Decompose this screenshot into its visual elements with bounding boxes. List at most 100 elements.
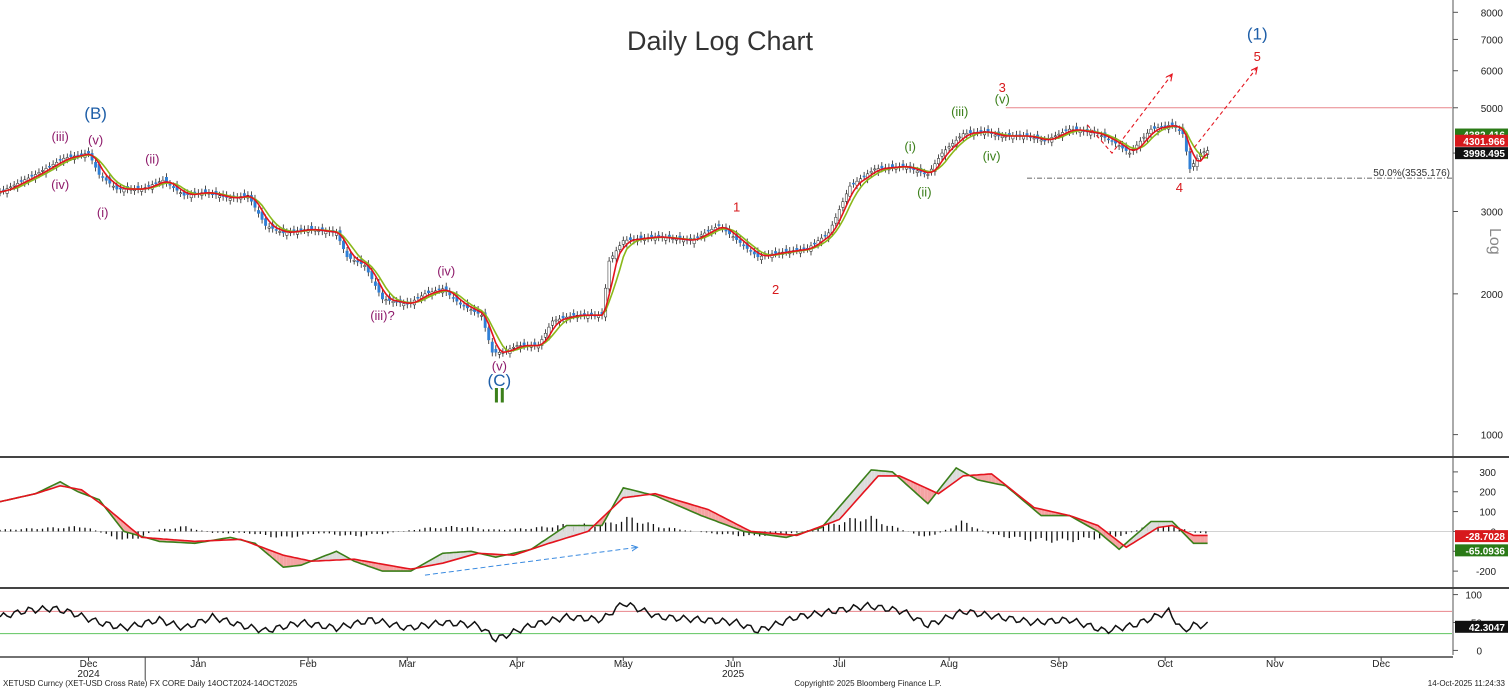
fib-label: 50.0%(3535.176): [1373, 168, 1450, 179]
candle-body: [1107, 138, 1110, 141]
candle-body: [759, 255, 763, 260]
macd-fill: [1119, 541, 1123, 550]
candle-body: [901, 163, 905, 167]
candle-body: [749, 250, 753, 252]
macd-fill: [460, 551, 464, 559]
candle-body: [391, 300, 395, 304]
macd-fill: [279, 553, 284, 568]
macd-fill: [580, 525, 585, 534]
candle-body: [462, 304, 466, 307]
macd-fill: [988, 473, 992, 483]
macd-fill: [704, 508, 709, 519]
month-label: Mar: [399, 659, 417, 670]
candle-body: [101, 176, 105, 178]
candle-body: [841, 201, 845, 208]
month-label: Sep: [1050, 659, 1068, 670]
macd-fill: [556, 530, 560, 542]
month-label: Feb: [299, 659, 317, 670]
macd-fill: [563, 525, 567, 540]
macd-fill: [332, 551, 337, 561]
wave-label: (v): [492, 359, 507, 374]
candle-body: [157, 181, 161, 183]
wave-label: (1): [1247, 24, 1268, 43]
candle-body: [802, 247, 806, 250]
candle-body: [1142, 136, 1146, 139]
candle-body: [373, 281, 377, 286]
candle-body: [1128, 152, 1132, 155]
macd-fill: [286, 555, 291, 567]
wave-label: 2: [772, 282, 779, 297]
macd-fill: [623, 487, 627, 498]
macd-fill: [378, 563, 383, 572]
candle-body: [299, 228, 303, 231]
macd-badge: [1455, 544, 1508, 557]
macd-fill: [382, 564, 387, 572]
macd-fill: [980, 474, 985, 482]
candle-body: [692, 238, 696, 244]
candle-body: [58, 159, 62, 161]
candle-body: [490, 341, 494, 353]
macd-fill: [559, 527, 564, 541]
candle-body: [922, 172, 926, 175]
macd-fill: [1041, 509, 1045, 516]
wave-label: 1: [733, 199, 740, 214]
macd-trend-arrow: [424, 547, 637, 576]
candle-body: [363, 265, 367, 267]
candle-body: [699, 234, 703, 237]
candle-body: [218, 195, 222, 198]
macd-fill: [566, 525, 571, 538]
rsi-panel: 10050042.3047: [0, 591, 1508, 657]
macd-badge-label: -28.7028: [1466, 532, 1506, 543]
price-panel: 1000200030004000500060007000800050.0%(35…: [0, 0, 1509, 655]
candle-body: [111, 185, 115, 188]
candle-body: [1206, 150, 1210, 155]
macd-fill: [297, 558, 302, 566]
candle-body: [696, 236, 700, 238]
candle-body: [51, 164, 55, 167]
wave-label: (iii): [951, 104, 968, 119]
candle-body: [1117, 145, 1121, 147]
macd-fill: [453, 552, 457, 561]
candle-body: [731, 236, 735, 238]
candle-body: [1192, 163, 1195, 167]
candle-body: [933, 163, 937, 172]
candle-body: [873, 168, 877, 171]
macd-fill: [881, 470, 886, 476]
candle-body: [416, 296, 420, 299]
month-label: Aug: [940, 659, 958, 670]
macd-fill: [888, 471, 893, 476]
candle-body: [947, 146, 951, 149]
wave-label: 4: [1176, 180, 1183, 195]
macd-tick-label: 100: [1479, 508, 1496, 519]
macd-fill: [977, 474, 981, 481]
wave-label: (v): [995, 92, 1010, 107]
candle-body: [437, 288, 441, 291]
macd-fill: [920, 485, 925, 501]
macd-tick-label: -200: [1476, 567, 1496, 578]
price-badge: [1455, 134, 1508, 147]
candle-body: [543, 333, 547, 338]
candle-body: [154, 182, 158, 185]
candle-body: [512, 347, 515, 349]
footer-left: XETUSD Curncy (XET-USD Cross Rate) FX CO…: [3, 679, 298, 688]
candle-body: [264, 218, 268, 226]
candle-body: [469, 309, 473, 311]
macd-fill: [906, 479, 911, 488]
macd-fill: [570, 525, 574, 537]
candle-body: [614, 250, 618, 260]
price-badge-label: 4301.966: [1463, 137, 1505, 148]
candle-body: [738, 239, 742, 243]
macd-badge-label: -65.0936: [1466, 546, 1506, 557]
candle-body: [228, 198, 232, 201]
macd-fill: [885, 471, 889, 476]
candle-body: [342, 240, 345, 250]
ylabel-log: Log: [1486, 228, 1503, 255]
candle-body: [104, 177, 108, 181]
candle-body: [862, 175, 866, 178]
candle-body: [427, 290, 430, 294]
rsi-badge-label: 42.3047: [1469, 623, 1506, 634]
candle-body: [118, 187, 122, 190]
candle-body: [834, 217, 838, 224]
macd-fill: [626, 488, 631, 498]
candle-body: [706, 229, 710, 232]
